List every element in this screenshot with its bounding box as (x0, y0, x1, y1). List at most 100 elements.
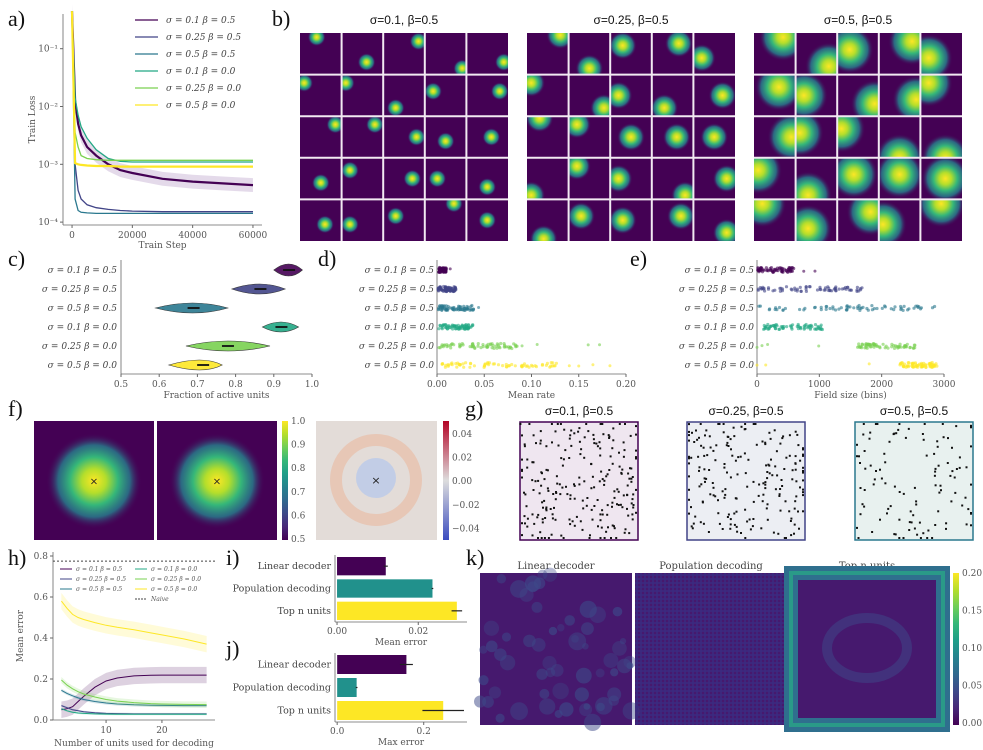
b-place-field (428, 169, 447, 188)
g-unit-point (578, 440, 581, 443)
g-unit-point (690, 525, 693, 528)
g-unit-point (698, 436, 700, 439)
g-unit-point (582, 507, 585, 510)
a-xtick-label: 60000 (239, 231, 268, 241)
e-point (763, 289, 767, 293)
g-unit-point (552, 493, 555, 495)
g-unit-point (802, 454, 804, 457)
a-xtick-label: 20000 (118, 231, 147, 241)
g-unit-point (573, 497, 576, 500)
d-point (472, 364, 476, 368)
e-point (815, 288, 820, 292)
g-unit-point (697, 455, 700, 458)
panel-label-a: a) (8, 6, 26, 31)
h-xtick-label: 20 (156, 726, 168, 736)
f-colorbar-tick: 0.9 (291, 441, 306, 451)
e-point (768, 307, 772, 311)
g-unit-point (704, 480, 706, 483)
h-ytick-label: 0.4 (34, 634, 49, 644)
g-unit-point (912, 514, 915, 517)
f-colorbar-tick: 1.0 (291, 417, 306, 427)
g-unit-point (573, 483, 575, 486)
g-unit-point (754, 423, 757, 425)
b-place-field (878, 200, 907, 241)
k-error-patch (531, 601, 543, 613)
g-unit-point (571, 520, 574, 523)
g-unit-point (545, 509, 548, 512)
i-category-label: Linear decoder (258, 561, 332, 572)
g-title: σ=0.5, β=0.5 (880, 404, 949, 418)
e-point (865, 346, 869, 350)
h-band (61, 707, 207, 716)
g-unit-point (791, 469, 794, 472)
g-unit-point (539, 430, 542, 433)
g-unit-point (613, 496, 616, 499)
k-error-patch (554, 709, 563, 718)
b-place-field (850, 79, 879, 117)
g-unit-point (622, 441, 625, 444)
g-unit-point (551, 441, 553, 444)
e-point (779, 267, 784, 271)
g-unit-point (607, 526, 609, 529)
e-point (803, 326, 807, 330)
g-unit-point (869, 431, 872, 434)
b-place-field (878, 133, 921, 158)
g-unit-point (541, 518, 544, 521)
i-bar (337, 601, 457, 620)
g-unit-point (942, 436, 945, 439)
g-unit-point (688, 434, 690, 437)
g-unit-point (863, 450, 866, 452)
f-diff-colorbar-tick: 0.00 (452, 477, 472, 487)
g-unit-point (718, 522, 721, 525)
k-error-patch (579, 600, 597, 618)
g-unit-point (559, 493, 562, 496)
e-point (822, 288, 826, 292)
d-point (437, 327, 441, 331)
a-ytick-label: 10⁻⁴ (38, 218, 58, 228)
g-unit-point (766, 477, 769, 480)
g-unit-point (635, 488, 637, 491)
g-unit-point (591, 475, 594, 478)
b-place-field (527, 181, 546, 200)
g-unit-point (779, 442, 782, 445)
f-diff-ring (330, 434, 422, 526)
k-error-patch (488, 686, 502, 699)
k-error-patch (583, 713, 602, 732)
e-point (830, 289, 834, 293)
g-unit-point (752, 518, 755, 520)
g-unit-point (744, 508, 747, 511)
g-unit-point (631, 513, 634, 516)
g-unit-point (895, 432, 898, 435)
g-unit-point (543, 478, 546, 481)
g-unit-point (766, 503, 769, 506)
g-unit-point (790, 534, 793, 537)
g-unit-point (523, 445, 526, 448)
h-legend-label: Naive (150, 596, 169, 603)
j-xtick-label: 0.2 (417, 727, 431, 737)
g-unit-point (908, 521, 911, 524)
g-unit-point (557, 444, 560, 447)
g-unit-point (724, 493, 727, 496)
g-unit-point (864, 467, 867, 470)
k-error-ring (822, 613, 912, 683)
g-unit-point (788, 434, 791, 437)
e-point (884, 344, 888, 348)
e-point (881, 342, 885, 346)
panel-label-j: j) (226, 636, 240, 661)
a-legend-label: σ = 0.25 β = 0.0 (166, 84, 241, 94)
g-unit-point (748, 518, 751, 521)
j-category-label: Linear decoder (258, 660, 332, 671)
a-series-line (71, 11, 253, 213)
b-place-field (568, 157, 591, 181)
g-unit-point (938, 491, 941, 494)
g-unit-point (596, 499, 599, 501)
c-row-label: σ = 0.25 β = 0.5 (42, 285, 117, 295)
g-unit-point (702, 446, 705, 449)
d-point (512, 342, 516, 346)
d-outlier (567, 364, 571, 368)
e-point (934, 362, 938, 366)
k-error-patch (603, 652, 619, 668)
g-unit-point (554, 498, 557, 501)
g-unit-point (873, 478, 876, 481)
k-heatmap-bg (791, 573, 943, 725)
